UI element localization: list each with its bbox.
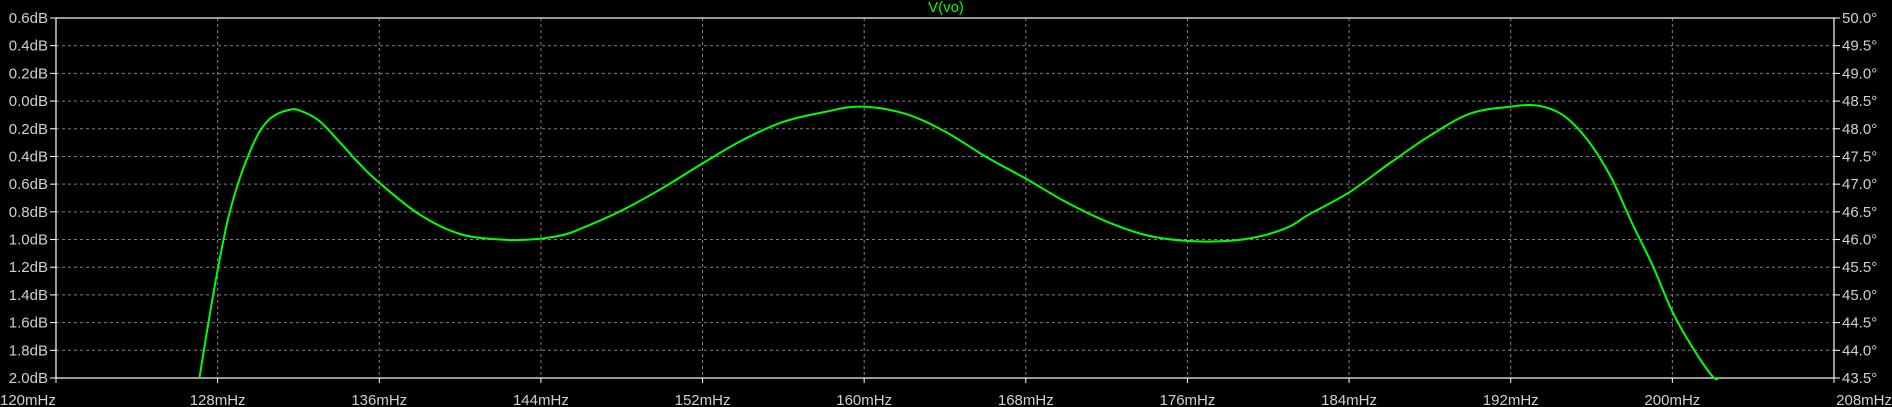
chart-title: V(vo) <box>928 0 964 16</box>
left-y-tick-label: 2.0dB <box>9 370 48 387</box>
x-tick-label: 176mHz <box>1160 392 1216 407</box>
left-y-axis-ticks: 0.6dB 0.4dB 0.2dB 0.0dB 0.2dB 0.4dB 0.6dB 0.8dB… <box>9 10 56 387</box>
right-y-tick-label: 44.5° <box>1842 315 1877 332</box>
right-y-tick-label: 47.0° <box>1842 176 1877 193</box>
left-y-tick-label: 1.2dB <box>9 259 48 276</box>
x-tick-label: 160mHz <box>836 392 892 407</box>
left-y-tick-label: 0.4dB <box>9 38 48 55</box>
x-axis-ticks: 120mHz 128mHz 136mHz 144mHz 152mHz 160mHz 168m… <box>0 378 1892 407</box>
right-y-tick-label: 50.0° <box>1842 10 1877 27</box>
left-y-tick-label: 0.2dB <box>9 65 48 82</box>
x-tick-label: 152mHz <box>675 392 731 407</box>
right-y-tick-label: 46.0° <box>1842 232 1877 249</box>
right-y-tick-label: 45.0° <box>1842 287 1877 304</box>
right-y-tick-label: 49.5° <box>1842 38 1877 55</box>
x-tick-label: 136mHz <box>351 392 407 407</box>
right-y-tick-label: 49.0° <box>1842 65 1877 82</box>
x-tick-label: 128mHz <box>190 392 246 407</box>
grid-lines <box>56 18 1834 378</box>
right-y-tick-label: 44.0° <box>1842 342 1877 359</box>
left-y-tick-label: 0.6dB <box>9 10 48 27</box>
right-y-tick-label: 48.5° <box>1842 93 1877 110</box>
x-tick-label: 200mHz <box>1644 392 1700 407</box>
right-y-tick-label: 45.5° <box>1842 259 1877 276</box>
x-tick-label: 208mHz <box>1836 392 1892 407</box>
trace-layer <box>198 103 1720 381</box>
left-y-tick-label: 1.6dB <box>9 315 48 332</box>
x-tick-label: 168mHz <box>998 392 1054 407</box>
left-y-tick-label: 0.0dB <box>9 93 48 110</box>
x-tick-label: 144mHz <box>513 392 569 407</box>
left-y-tick-label: 0.6dB <box>9 176 48 193</box>
left-y-tick-label: 0.2dB <box>9 121 48 138</box>
right-y-axis-ticks: 50.0° 49.5° 49.0° 48.5° 48.0° 47.5° 47.0° 46.5°… <box>1834 10 1877 387</box>
left-y-tick-label: 0.8dB <box>9 204 48 221</box>
series-line-vvo <box>198 103 1720 381</box>
right-y-tick-label: 43.5° <box>1842 370 1877 387</box>
left-y-tick-label: 1.8dB <box>9 342 48 359</box>
right-y-tick-label: 46.5° <box>1842 204 1877 221</box>
x-tick-label: 184mHz <box>1321 392 1377 407</box>
x-tick-label: 192mHz <box>1483 392 1539 407</box>
right-y-tick-label: 48.0° <box>1842 121 1877 138</box>
left-y-tick-label: 0.4dB <box>9 148 48 165</box>
right-y-tick-label: 47.5° <box>1842 148 1877 165</box>
left-y-tick-label: 1.0dB <box>9 232 48 249</box>
plot-border <box>55 17 1835 379</box>
x-tick-label: 120mHz <box>0 392 56 407</box>
left-y-tick-label: 1.4dB <box>9 287 48 304</box>
plot-frame <box>55 17 1835 379</box>
